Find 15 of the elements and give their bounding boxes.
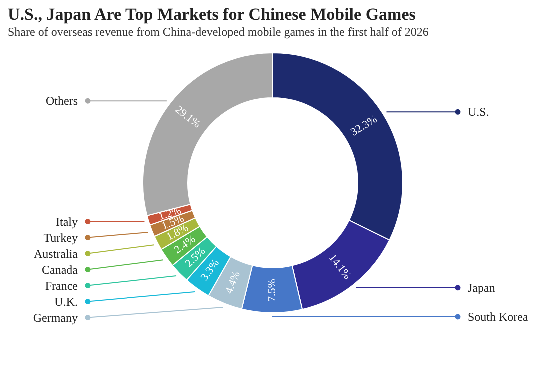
legend-label: Italy [56,214,78,229]
slice-label: Japan [468,280,496,295]
legend-label: Turkey [44,230,78,245]
slice-label: South Korea [468,310,529,324]
data-label: 7.5% [266,279,278,302]
chart-subtitle: Share of overseas revenue from China-developed mobile games in the first half of 2026 [8,25,429,39]
legend-label: U.K. [54,294,78,309]
legend-label: Australia [34,246,79,261]
data-label: 4.4% [223,270,243,296]
legend-label: Canada [42,262,79,277]
chart-title: U.S., Japan Are Top Markets for Chinese Mobile Games [8,5,416,24]
legend-label: Germany [33,310,78,325]
legend-label: France [45,278,78,293]
legend-label: Others [46,94,78,108]
slice-label: U.S. [468,105,490,120]
